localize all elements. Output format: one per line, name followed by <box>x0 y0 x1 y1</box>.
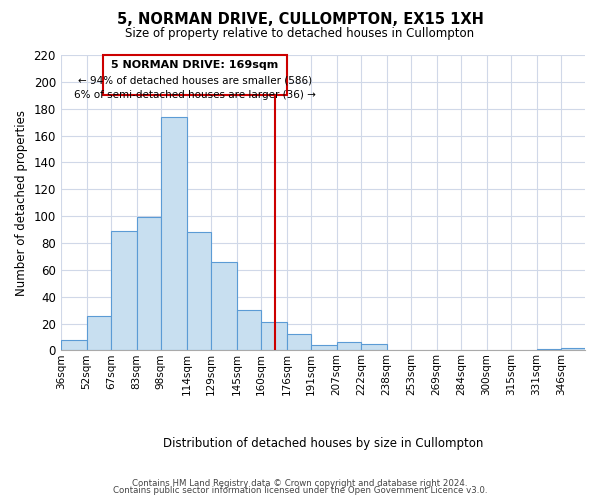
Bar <box>161 117 187 350</box>
Text: Contains HM Land Registry data © Crown copyright and database right 2024.: Contains HM Land Registry data © Crown c… <box>132 478 468 488</box>
Bar <box>61 340 86 350</box>
Text: Size of property relative to detached houses in Cullompton: Size of property relative to detached ho… <box>125 28 475 40</box>
Text: ← 94% of detached houses are smaller (586): ← 94% of detached houses are smaller (58… <box>77 75 312 85</box>
Bar <box>86 316 111 350</box>
Bar <box>236 310 261 350</box>
FancyBboxPatch shape <box>103 55 287 96</box>
Text: 6% of semi-detached houses are larger (36) →: 6% of semi-detached houses are larger (3… <box>74 90 316 100</box>
Bar <box>536 349 561 350</box>
X-axis label: Distribution of detached houses by size in Cullompton: Distribution of detached houses by size … <box>163 437 483 450</box>
Bar <box>137 218 161 350</box>
Y-axis label: Number of detached properties: Number of detached properties <box>15 110 28 296</box>
Text: Contains public sector information licensed under the Open Government Licence v3: Contains public sector information licen… <box>113 486 487 495</box>
Bar <box>111 231 137 350</box>
Bar <box>261 322 287 350</box>
Bar <box>361 344 386 350</box>
Text: 5 NORMAN DRIVE: 169sqm: 5 NORMAN DRIVE: 169sqm <box>111 60 278 70</box>
Bar <box>337 342 361 350</box>
Bar <box>561 348 585 350</box>
Bar <box>311 345 337 350</box>
Bar <box>187 232 211 350</box>
Text: 5, NORMAN DRIVE, CULLOMPTON, EX15 1XH: 5, NORMAN DRIVE, CULLOMPTON, EX15 1XH <box>116 12 484 28</box>
Bar <box>211 262 236 350</box>
Bar <box>287 334 311 350</box>
